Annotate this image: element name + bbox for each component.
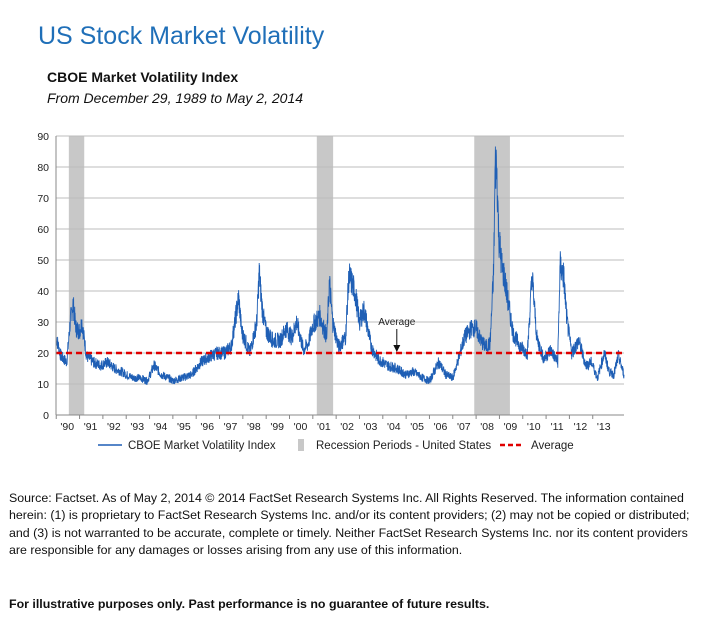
x-tick-label-22: '12 [574,421,588,433]
x-tick-label-12: '02 [340,421,354,433]
average-annotation-arrowhead [393,345,401,352]
x-tick-label-19: '09 [504,421,518,433]
x-tick-label-18: '08 [480,421,494,433]
page-title: US Stock Market Volatility [38,22,325,50]
chart-subtitle: CBOE Market Volatility Index [47,69,239,85]
disclaimer: For illustrative purposes only. Past per… [9,597,490,611]
chart-legend: CBOE Market Volatility Index Recession Pe… [98,439,574,452]
legend-label-vix: CBOE Market Volatility Index [128,440,276,452]
recession-band-1 [316,136,334,415]
x-tick-label-17: '07 [457,421,471,433]
legend-label-recession: Recession Periods - United States [316,440,491,452]
recession-bands [68,136,510,415]
x-tick-label-2: '92 [107,421,121,433]
x-tick-label-1: '91 [84,421,98,433]
y-tick-label-10: 10 [37,379,49,391]
x-tick-label-8: '98 [247,421,261,433]
x-tick-label-7: '97 [224,421,238,433]
x-tick-label-4: '94 [154,421,168,433]
chart-grid [56,135,624,416]
x-tick-label-23: '13 [597,421,611,433]
y-tick-label-0: 0 [43,410,49,422]
recession-band-0 [68,136,85,415]
chart-date-range: From December 29, 1989 to May 2, 2014 [47,90,304,106]
x-tick-label-6: '96 [200,421,214,433]
y-tick-label-30: 30 [37,317,49,329]
average-layer: Average [56,317,624,355]
x-tick-label-10: '00 [294,421,308,433]
x-tick-label-21: '11 [551,421,564,433]
x-tick-label-0: '90 [60,421,74,433]
x-tick-label-20: '10 [527,421,541,433]
series-layer [55,146,625,385]
x-tick-label-14: '04 [387,421,401,433]
y-tick-label-60: 60 [37,224,49,236]
legend-label-average: Average [531,440,574,452]
y-tick-label-70: 70 [37,193,49,205]
volatility-chart: Average 0 10 20 30 40 50 60 70 80 90 '90 '91 '92 '93 '… [37,131,625,452]
x-tick-label-5: '95 [177,421,191,433]
chart-axes: 0 10 20 30 40 50 60 70 80 90 '90 '91 '92 '93 '94 '95 '96… [37,131,624,433]
x-tick-label-11: '01 [317,421,331,433]
x-tick-label-9: '99 [270,421,284,433]
average-annotation: Average [378,317,416,328]
vix-series-line [55,146,625,385]
x-tick-label-16: '06 [434,421,448,433]
y-tick-label-80: 80 [37,162,49,174]
x-tick-label-13: '03 [364,421,378,433]
x-tick-label-15: '05 [410,421,424,433]
source-note: Source: Factset. As of May 2, 2014 © 201… [9,491,690,558]
y-tick-label-50: 50 [37,255,49,267]
x-tick-label-3: '93 [130,421,144,433]
y-tick-label-90: 90 [37,131,49,143]
legend-swatch-recession [298,439,304,451]
y-tick-label-40: 40 [37,286,49,298]
y-tick-label-20: 20 [37,348,49,360]
